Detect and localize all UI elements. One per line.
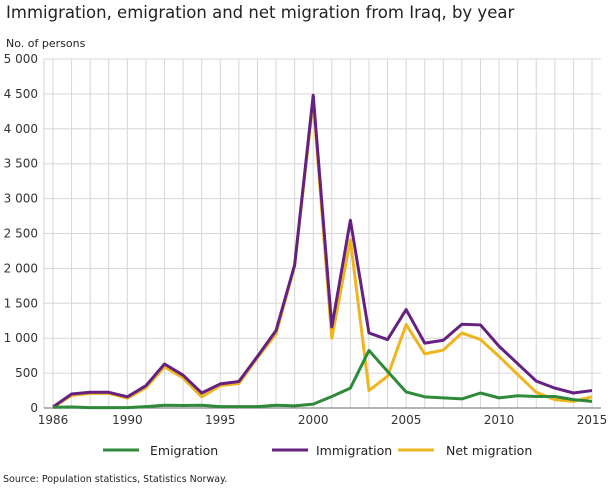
- y-tick-label: 3 500: [4, 157, 38, 171]
- y-tick-label: 2 500: [4, 227, 38, 241]
- x-tick-label: 2005: [391, 413, 422, 427]
- series-line-net-migration: [52, 99, 593, 409]
- y-tick-label: 4 000: [4, 122, 38, 136]
- x-tick-label: 2015: [577, 413, 608, 427]
- y-tick-label: 3 000: [4, 192, 38, 206]
- series-line-emigration: [52, 348, 593, 410]
- x-tick-label: 1995: [205, 413, 236, 427]
- source-note: Source: Population statistics, Statistic…: [3, 474, 228, 485]
- y-tick-label: 1 500: [4, 296, 38, 310]
- chart-title: Immigration, emigration and net migratio…: [6, 3, 515, 22]
- y-tick-label: 5 000: [4, 52, 38, 66]
- series-line-immigration: [52, 93, 593, 409]
- x-tick-label: 1990: [112, 413, 143, 427]
- y-tick-label: 4 500: [4, 87, 38, 101]
- x-tick-label: 2010: [484, 413, 515, 427]
- y-tick-label: 0: [30, 401, 38, 415]
- x-tick-label: 2000: [298, 413, 329, 427]
- y-tick-label: 2 000: [4, 261, 38, 275]
- legend-label-immigration: Immigration: [316, 443, 392, 458]
- y-axis-label: No. of persons: [6, 37, 86, 50]
- legend-label-emigration: Emigration: [150, 443, 218, 458]
- y-tick-label: 500: [15, 366, 38, 380]
- x-tick-label: 1986: [38, 413, 69, 427]
- legend-label-net-migration: Net migration: [446, 443, 532, 458]
- y-tick-label: 1 000: [4, 331, 38, 345]
